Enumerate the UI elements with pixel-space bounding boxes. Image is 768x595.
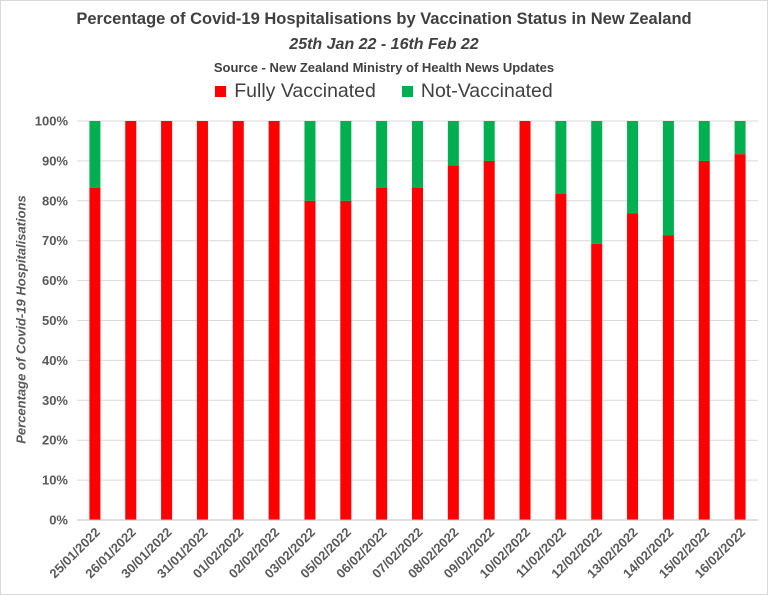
bar-fully-vaccinated	[232, 121, 244, 520]
bar-fully-vaccinated	[304, 200, 316, 521]
bar-fully-vaccinated	[196, 121, 208, 520]
bar-not-vaccinated	[340, 121, 352, 201]
bar-not-vaccinated	[412, 121, 423, 188]
chart-subtitle: 25th Jan 22 - 16th Feb 22	[289, 36, 479, 53]
y-tick-label: 40%	[42, 353, 68, 368]
legend-swatch-fully-vaccinated	[215, 86, 227, 97]
legend-label-fully-vaccinated: Fully Vaccinated	[234, 80, 376, 102]
legend-item-fully-vaccinated: Fully Vaccinated	[215, 80, 376, 103]
y-tick-label: 20%	[42, 433, 68, 448]
bar-fully-vaccinated	[447, 165, 459, 520]
bar-fully-vaccinated	[268, 121, 280, 520]
y-tick-label: 100%	[35, 114, 69, 129]
chart-source: Source - New Zealand Ministry of Health …	[213, 60, 555, 75]
legend: Fully Vaccinated Not-Vaccinated	[0, 80, 768, 103]
bar-fully-vaccinated	[555, 193, 567, 521]
bar-fully-vaccinated	[483, 160, 495, 520]
bar-fully-vaccinated	[591, 243, 603, 520]
bar-fully-vaccinated	[412, 187, 423, 520]
y-tick-label: 70%	[42, 233, 68, 248]
chart-title: Percentage of Covid-19 Hospitalisations …	[76, 10, 692, 28]
bar-not-vaccinated	[698, 121, 710, 161]
bar-not-vaccinated	[627, 121, 639, 214]
bar-fully-vaccinated	[161, 121, 173, 520]
y-tick-label: 90%	[42, 153, 68, 168]
bar-not-vaccinated	[591, 121, 603, 244]
y-tick-label: 30%	[42, 393, 68, 408]
y-tick-label: 0%	[49, 513, 68, 528]
bar-not-vaccinated	[304, 121, 316, 201]
bar-fully-vaccinated	[340, 200, 352, 521]
y-tick-label: 50%	[42, 313, 68, 328]
y-tick-label: 60%	[42, 273, 68, 288]
legend-label-not-vaccinated: Not-Vaccinated	[420, 80, 553, 102]
bar-not-vaccinated	[447, 121, 459, 166]
y-tick-label: 10%	[42, 473, 68, 488]
bar-fully-vaccinated	[519, 121, 531, 520]
bar-fully-vaccinated	[125, 121, 137, 520]
bar-not-vaccinated	[376, 121, 388, 188]
bar-fully-vaccinated	[662, 235, 674, 520]
bar-fully-vaccinated	[734, 154, 746, 520]
bar-not-vaccinated	[555, 121, 567, 194]
bar-not-vaccinated	[734, 121, 746, 155]
legend-swatch-not-vaccinated	[401, 86, 413, 97]
bar-fully-vaccinated	[698, 160, 710, 520]
bar-not-vaccinated	[483, 121, 495, 161]
bar-not-vaccinated	[662, 121, 674, 236]
y-tick-label: 80%	[42, 193, 68, 208]
bar-fully-vaccinated	[376, 187, 388, 520]
legend-item-not-vaccinated: Not-Vaccinated	[401, 80, 553, 103]
bar-not-vaccinated	[89, 121, 101, 188]
bar-fully-vaccinated	[627, 213, 639, 520]
bar-fully-vaccinated	[89, 187, 101, 520]
